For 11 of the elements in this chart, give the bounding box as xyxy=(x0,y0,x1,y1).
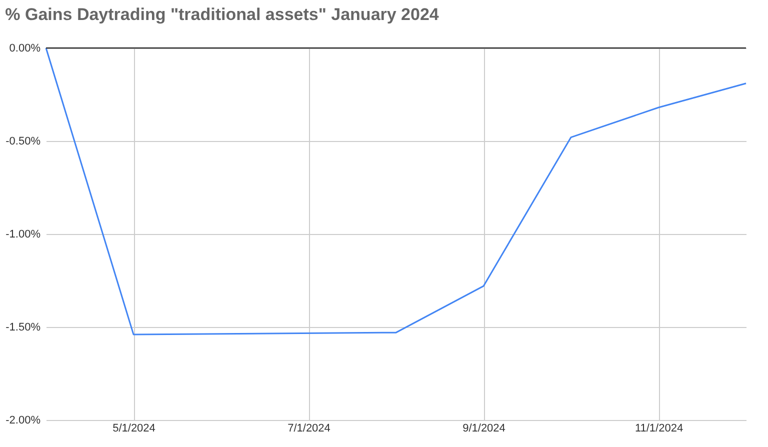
x-tick-label: 11/1/2024 xyxy=(634,422,684,434)
line-series xyxy=(45,47,747,336)
x-tick-label: 7/1/2024 xyxy=(288,422,330,434)
chart-title: % Gains Daytrading "traditional assets" January 2024 xyxy=(5,5,440,24)
y-tick-label: -0.50% xyxy=(6,136,41,148)
x-tick-label: 9/1/2024 xyxy=(462,422,506,434)
y-tick-label: -1.00% xyxy=(6,228,41,240)
x-tick-label: 5/1/2024 xyxy=(112,422,156,434)
y-tick-label: 0.00% xyxy=(9,42,41,54)
y-tick-label: -1.50% xyxy=(6,322,41,334)
y-tick-label: -2.00% xyxy=(6,414,41,426)
